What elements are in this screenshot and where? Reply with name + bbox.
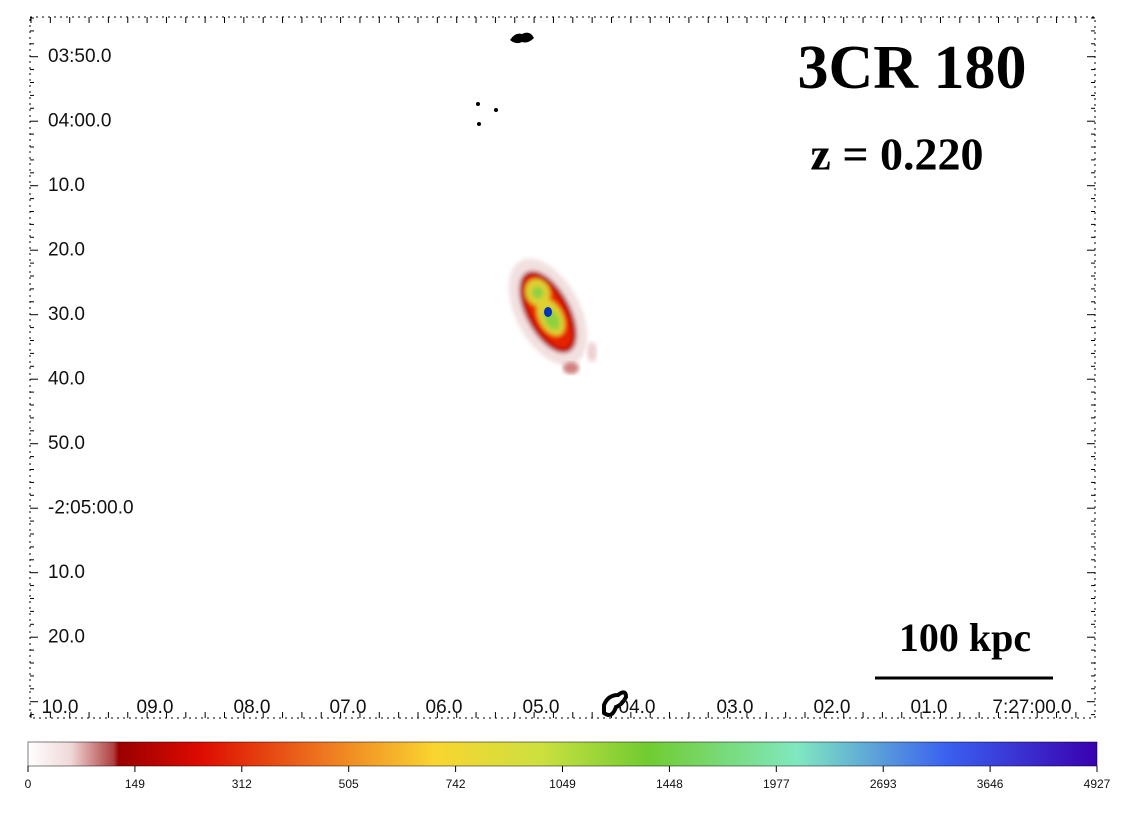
frame-ticks [30,17,1095,718]
contour [510,32,534,44]
redshift: z = 0.220 [810,129,983,180]
dec-label: 10.0 [48,562,85,583]
contour [494,108,498,112]
radio-knot [587,342,597,362]
dec-label: 40.0 [48,369,85,390]
dec-label: 20.0 [48,240,85,261]
dec-label: -2:05:00.0 [48,498,134,519]
contour [602,690,629,717]
ra-label: 03.0 [717,697,754,718]
title: 3CR 180 [797,34,1026,102]
radio-knot [563,362,579,374]
ra-label: 01.0 [911,697,948,718]
dec-label: 04:00.0 [48,111,111,132]
ra-label: 7:27:00.0 [992,697,1071,718]
ra-label: 06.0 [426,697,463,718]
colorbar [27,741,1098,767]
colorbar-label: 1049 [549,777,576,791]
ra-label: 07.0 [330,697,367,718]
ra-label: 09.0 [137,697,174,718]
colorbar-label: 1977 [763,777,790,791]
contour [476,102,480,106]
ra-label: 04.0 [619,697,656,718]
ra-label: 02.0 [814,697,851,718]
ra-label: 10.0 [42,697,79,718]
ra-label: 05.0 [523,697,560,718]
dec-label: 30.0 [48,304,85,325]
scale-bar-label: 100 kpc [899,615,1031,660]
dec-label: 20.0 [48,627,85,648]
dec-label: 03:50.0 [48,46,111,67]
dec-label: 50.0 [48,433,85,454]
radio-core [544,307,552,317]
dec-label: 10.0 [48,175,85,196]
colorbar-label: 2693 [870,777,897,791]
colorbar-label: 0 [25,777,32,791]
colorbar-label: 505 [339,777,359,791]
colorbar-label: 742 [446,777,466,791]
colorbar-label: 4927 [1084,777,1111,791]
colorbar-label: 3646 [977,777,1004,791]
colorbar-label: 312 [232,777,252,791]
colorbar-label: 149 [125,777,145,791]
ra-label: 08.0 [234,697,271,718]
colorbar-label: 1448 [656,777,683,791]
contour [477,122,481,126]
frame [29,16,1096,719]
